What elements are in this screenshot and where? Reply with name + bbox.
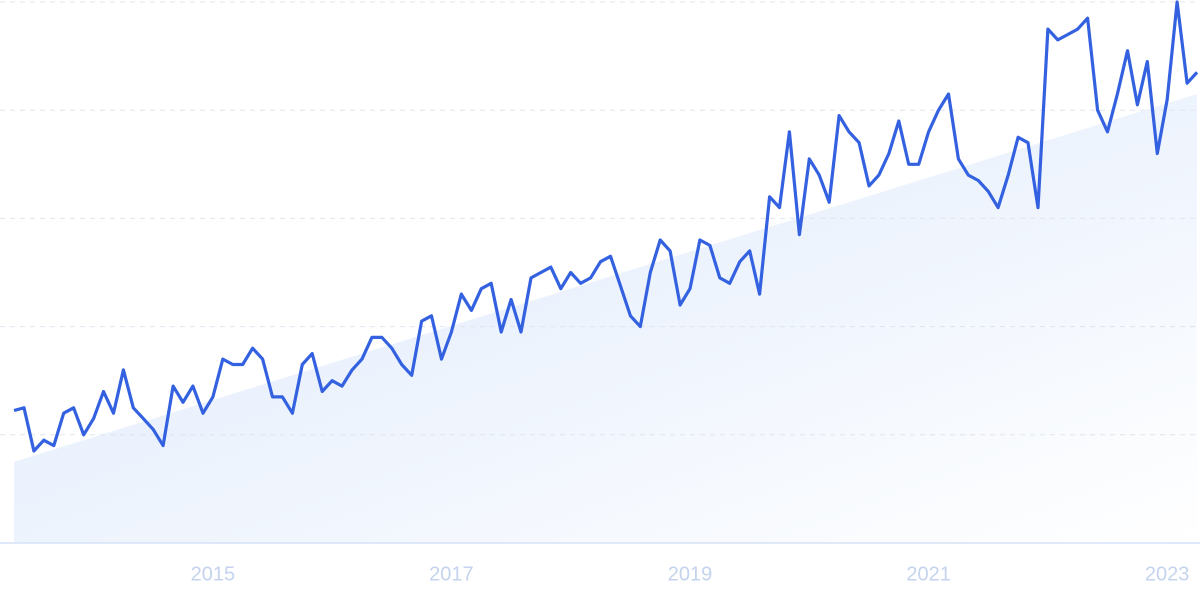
line — [13, 0, 1199, 453]
trend-area — [14, 93, 1197, 543]
x-tick-label: 2023 — [1145, 563, 1190, 585]
x-tick-label: 2015 — [191, 563, 236, 585]
x-tick-label: 2019 — [668, 563, 713, 585]
x-tick-label: 2017 — [429, 563, 474, 585]
x-tick-label: 2021 — [906, 563, 951, 585]
